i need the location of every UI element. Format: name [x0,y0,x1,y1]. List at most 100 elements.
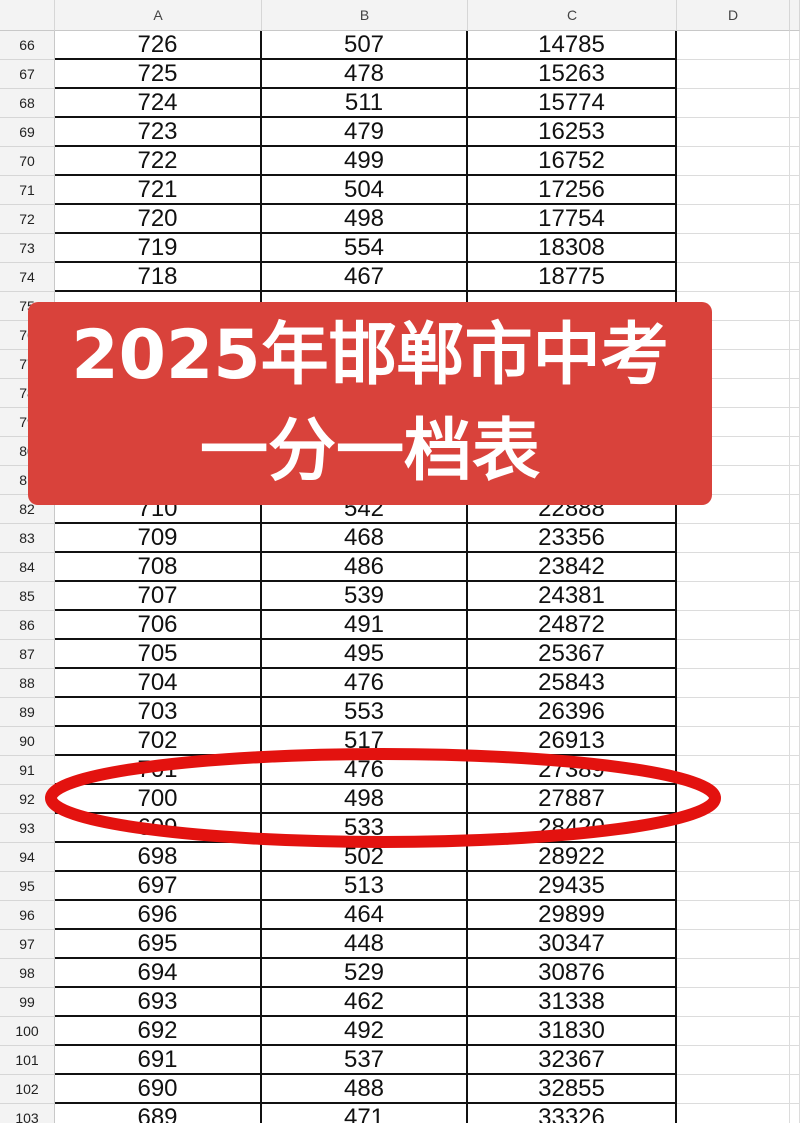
cell: 726 [55,31,262,60]
cell: 723 [55,118,262,147]
cell: 718 [55,263,262,292]
cell: 491 [262,611,468,640]
cell: 721 [55,176,262,205]
cell: 704 [55,669,262,698]
cell: 507 [262,31,468,60]
row-header: 97 [0,930,55,959]
cell: 31830 [468,1017,677,1046]
cell: 504 [262,176,468,205]
row-header: 102 [0,1075,55,1104]
row-header: 91 [0,756,55,785]
cell: 689 [55,1104,262,1123]
cell: 17256 [468,176,677,205]
cell: 702 [55,727,262,756]
cell: 462 [262,988,468,1017]
column-header: D [677,0,790,31]
cell: 26396 [468,698,677,727]
cell: 553 [262,698,468,727]
cell: 24872 [468,611,677,640]
cell: 18308 [468,234,677,263]
cell: 448 [262,930,468,959]
cell: 694 [55,959,262,988]
empty-cell [677,321,790,350]
row-header: 74 [0,263,55,292]
empty-cell [677,466,790,495]
cell: 24381 [468,582,677,611]
empty-cell [677,959,790,988]
cell: 468 [262,524,468,553]
column-header: A [55,0,262,31]
empty-cell [677,698,790,727]
cell: 707 [55,582,262,611]
highlight-ellipse [45,748,721,848]
cell: 26913 [468,727,677,756]
row-header: 90 [0,727,55,756]
cell: 479 [262,118,468,147]
row-header: 101 [0,1046,55,1075]
title-banner: 2025年邯郸市中考 一分一档表 [28,302,712,505]
cell: 23356 [468,524,677,553]
row-header: 69 [0,118,55,147]
row-header: 82 [0,495,55,524]
cell: 692 [55,1017,262,1046]
empty-cell [677,89,790,118]
empty-cell [677,524,790,553]
empty-cell [677,379,790,408]
empty-cell [677,1104,790,1123]
cell: 696 [55,901,262,930]
cell: 498 [262,205,468,234]
cell: 25843 [468,669,677,698]
cell: 467 [262,263,468,292]
empty-cell [677,1046,790,1075]
cell: 27887 [468,785,677,814]
cell: 25367 [468,640,677,669]
row-header: 83 [0,524,55,553]
empty-cell [677,872,790,901]
cell: 14785 [468,31,677,60]
empty-cell [677,843,790,872]
banner-line: 一分一档表 [199,411,540,491]
row-header: 87 [0,640,55,669]
cell: 725 [55,60,262,89]
cell: 693 [55,988,262,1017]
cell: 554 [262,234,468,263]
row-header: 103 [0,1104,55,1123]
row-header: 96 [0,901,55,930]
cell: 478 [262,60,468,89]
cell: 709 [55,524,262,553]
cell: 476 [262,669,468,698]
cell: 722 [55,147,262,176]
cell: 30347 [468,930,677,959]
row-header: 93 [0,814,55,843]
empty-cell [677,988,790,1017]
empty-cell [677,408,790,437]
cell: 708 [55,553,262,582]
empty-cell [677,350,790,379]
cell: 33326 [468,1104,677,1123]
cell: 697 [55,872,262,901]
empty-cell [677,814,790,843]
row-header: 66 [0,31,55,60]
empty-cell [677,234,790,263]
cell: 690 [55,1075,262,1104]
cell: 706 [55,611,262,640]
row-header: 73 [0,234,55,263]
row-header: 99 [0,988,55,1017]
cell: 724 [55,89,262,118]
cell: 691 [55,1046,262,1075]
cell: 464 [262,901,468,930]
empty-cell [677,640,790,669]
row-header: 94 [0,843,55,872]
cell: 18775 [468,263,677,292]
empty-cell [677,930,790,959]
cell: 513 [262,872,468,901]
cell: 32855 [468,1075,677,1104]
row-header: 85 [0,582,55,611]
row-header: 84 [0,553,55,582]
cell: 700 [55,785,262,814]
empty-cell [677,147,790,176]
corner [0,0,55,31]
cell: 511 [262,89,468,118]
